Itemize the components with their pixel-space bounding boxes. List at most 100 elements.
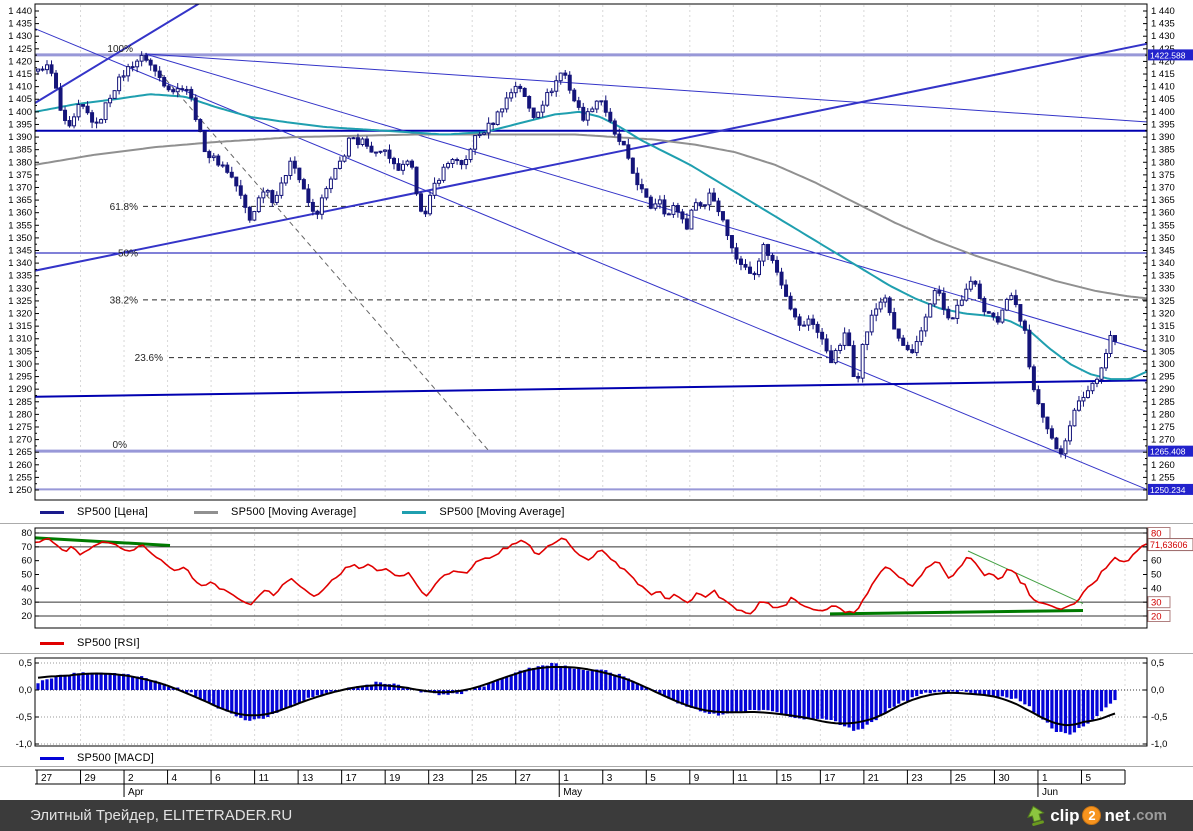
svg-text:30: 30 [21,597,32,608]
svg-text:1 340: 1 340 [1151,258,1175,269]
svg-text:1 270: 1 270 [1151,435,1175,446]
svg-text:0,0: 0,0 [1151,685,1164,696]
svg-text:50: 50 [1151,569,1162,580]
rsi-axis-left: 80 70 60 50 40 30 20 [21,528,39,622]
svg-text:21: 21 [868,773,880,784]
svg-text:1 430: 1 430 [1151,31,1175,42]
svg-text:-1,0: -1,0 [1151,739,1167,750]
macd-plot-layers [35,662,1147,745]
svg-text:1 260: 1 260 [8,460,32,471]
svg-text:0,5: 0,5 [1151,658,1164,669]
svg-text:80: 80 [1151,529,1162,540]
svg-text:1 285: 1 285 [8,397,32,408]
svg-text:5: 5 [650,773,656,784]
svg-text:25: 25 [476,773,488,784]
svg-text:1 395: 1 395 [8,119,32,130]
legend-label-ma-fast: SP500 [Moving Average] [439,506,565,518]
svg-text:60: 60 [1151,556,1162,567]
svg-text:1 300: 1 300 [8,359,32,370]
macd-legend: SP500 [MACD] [0,749,1190,767]
svg-text:1 390: 1 390 [8,132,32,143]
svg-text:1 290: 1 290 [8,384,32,395]
svg-text:1 385: 1 385 [1151,145,1175,156]
svg-text:1 270: 1 270 [8,435,32,446]
svg-text:17: 17 [346,773,358,784]
svg-text:15: 15 [781,773,793,784]
svg-text:27: 27 [520,773,532,784]
logo-text-com: .com [1131,807,1167,824]
svg-text:1 315: 1 315 [8,321,32,332]
svg-text:20: 20 [21,611,32,622]
legend-label-macd: SP500 [MACD] [77,752,154,764]
svg-text:1 310: 1 310 [8,334,32,345]
svg-text:25: 25 [955,773,967,784]
svg-text:20: 20 [1151,611,1162,622]
svg-text:3: 3 [607,773,613,784]
svg-text:1 430: 1 430 [8,31,32,42]
svg-text:1 345: 1 345 [8,246,32,257]
svg-text:1 295: 1 295 [1151,372,1175,383]
legend-item-rsi: SP500 [RSI] [40,637,140,649]
svg-text:1 305: 1 305 [1151,346,1175,357]
svg-text:1 405: 1 405 [8,94,32,105]
svg-text:1 370: 1 370 [1151,182,1175,193]
svg-text:60: 60 [21,556,32,567]
logo-text-clip: clip [1050,805,1080,825]
svg-text:11: 11 [737,773,748,784]
svg-text:1 420: 1 420 [8,56,32,67]
svg-text:1 385: 1 385 [8,145,32,156]
svg-text:1 255: 1 255 [8,472,32,483]
grid-layer [80,5,1126,745]
macd-series-swatch [40,756,64,760]
svg-text:1 345: 1 345 [1151,246,1175,257]
svg-text:1250.234: 1250.234 [1150,485,1186,495]
rsi-plot-layers [35,532,1147,617]
svg-text:1422.588: 1422.588 [1150,50,1186,60]
svg-text:1 280: 1 280 [8,409,32,420]
rsi-legend: SP500 [RSI] [0,634,1190,652]
svg-text:61.8%: 61.8% [110,202,138,213]
svg-text:1 320: 1 320 [1151,309,1175,320]
svg-text:50%: 50% [118,249,138,260]
legend-item-macd: SP500 [MACD] [40,752,154,764]
price-plot-area[interactable] [34,3,1148,501]
status-bar: Элитный Трейдер, ELITETRADER.RU clip 2 n… [0,800,1193,831]
svg-text:1 365: 1 365 [1151,195,1175,206]
date-axis: 27 29 2 4 6 11 13 17 19 23 25 27 1 3 5 9 11 15 17 21 23 25 30 1… [35,769,1126,798]
svg-text:Jun: Jun [1042,787,1058,798]
svg-text:9: 9 [694,773,700,784]
svg-text:40: 40 [21,583,32,594]
svg-text:23: 23 [911,773,923,784]
legend-item-ma-fast: SP500 [Moving Average] [402,506,564,518]
svg-text:4: 4 [172,773,178,784]
svg-text:1 400: 1 400 [8,107,32,118]
svg-text:1 410: 1 410 [1151,82,1175,93]
price-legend: SP500 [Цена] SP500 [Moving Average] SP50… [0,503,1190,521]
clip2net-logo[interactable]: clip 2 net .com [1024,805,1167,827]
svg-text:1 425: 1 425 [1151,44,1175,55]
logo-circle-2: 2 [1082,806,1102,825]
svg-text:23: 23 [433,773,445,784]
svg-text:1 380: 1 380 [8,157,32,168]
svg-text:1 425: 1 425 [8,44,32,55]
svg-text:1 375: 1 375 [1151,170,1175,181]
svg-text:1 360: 1 360 [1151,208,1175,219]
svg-text:1 335: 1 335 [8,271,32,282]
svg-text:1 395: 1 395 [1151,119,1175,130]
svg-text:0,0: 0,0 [19,685,32,696]
svg-text:1 260: 1 260 [1151,460,1175,471]
svg-text:1 440: 1 440 [1151,6,1175,17]
svg-text:1 325: 1 325 [1151,296,1175,307]
macd-plot-area[interactable] [34,657,1148,747]
status-bar-text: Элитный Трейдер, ELITETRADER.RU [30,807,293,824]
macd-axis-left: 0,5 0,0 -0,5 -1,0 [16,658,39,750]
macd-axis-right: 0,5 0,0 -0,5 -1,0 [1143,658,1167,750]
svg-text:-0,5: -0,5 [1151,712,1167,723]
svg-text:71,63606: 71,63606 [1150,540,1188,550]
rsi-plot-area[interactable] [34,527,1148,629]
svg-text:1 410: 1 410 [8,82,32,93]
svg-text:May: May [563,787,582,798]
